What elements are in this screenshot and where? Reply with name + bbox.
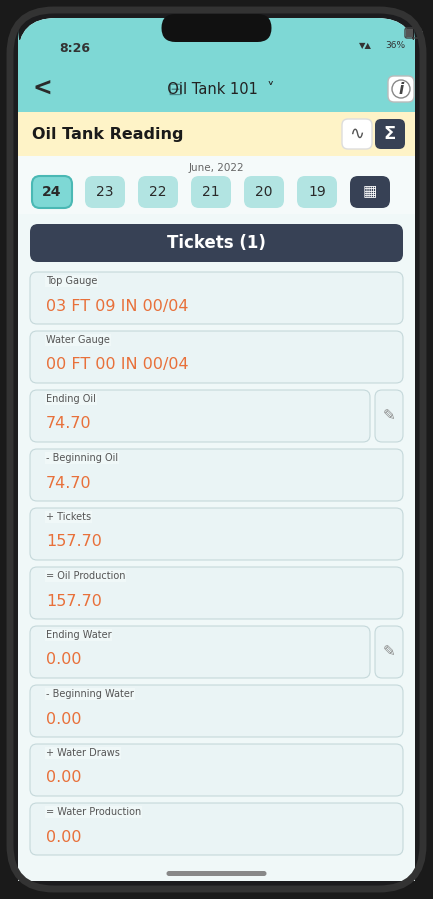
Text: ∿: ∿ [349, 125, 365, 143]
Text: 74.70: 74.70 [46, 476, 92, 491]
Text: 157.70: 157.70 [46, 535, 102, 549]
Text: June, 2022: June, 2022 [188, 163, 244, 173]
FancyBboxPatch shape [375, 119, 405, 149]
Text: i: i [398, 82, 404, 96]
FancyBboxPatch shape [30, 626, 370, 678]
Bar [18, 214, 415, 881]
FancyBboxPatch shape [30, 272, 403, 324]
Text: 0.00: 0.00 [46, 711, 81, 726]
Text: 19: 19 [308, 185, 326, 199]
Bar [421, 31, 423, 36]
FancyBboxPatch shape [10, 10, 423, 889]
Text: Water Gauge: Water Gauge [46, 335, 110, 345]
Text: 36%: 36% [385, 41, 405, 50]
FancyBboxPatch shape [162, 14, 271, 42]
FancyBboxPatch shape [18, 18, 415, 66]
Text: Top Gauge: Top Gauge [46, 276, 97, 286]
Bar [18, 66, 415, 112]
Bar [18, 156, 415, 214]
Text: Oil Tank Reading: Oil Tank Reading [32, 127, 184, 141]
FancyBboxPatch shape [30, 508, 403, 560]
Text: 157.70: 157.70 [46, 593, 102, 609]
Text: 24: 24 [42, 185, 62, 199]
Text: + Tickets: + Tickets [46, 512, 91, 522]
Text: ✎: ✎ [383, 645, 395, 660]
FancyBboxPatch shape [30, 331, 403, 383]
Text: 21: 21 [202, 185, 220, 199]
Text: 0.00: 0.00 [46, 830, 81, 844]
Text: = Water Production: = Water Production [46, 807, 141, 817]
FancyBboxPatch shape [30, 567, 403, 619]
Text: 74.70: 74.70 [46, 416, 92, 432]
FancyBboxPatch shape [32, 176, 72, 208]
Text: = Oil Production: = Oil Production [46, 571, 126, 581]
Bar [18, 40, 415, 66]
Text: <: < [32, 77, 52, 101]
FancyBboxPatch shape [297, 176, 337, 208]
FancyBboxPatch shape [375, 626, 403, 678]
Text: - Beginning Oil: - Beginning Oil [46, 453, 118, 463]
FancyBboxPatch shape [30, 449, 403, 501]
FancyBboxPatch shape [342, 119, 372, 149]
Text: Oil Tank 101  ˅: Oil Tank 101 ˅ [158, 82, 274, 96]
FancyBboxPatch shape [30, 224, 403, 262]
Text: ▼▲: ▼▲ [359, 41, 372, 50]
Text: ▦: ▦ [363, 184, 377, 200]
FancyBboxPatch shape [30, 390, 370, 442]
Text: Ending Oil: Ending Oil [46, 394, 96, 404]
FancyBboxPatch shape [388, 76, 414, 102]
Text: ✎: ✎ [383, 408, 395, 423]
Bar [406, 29, 413, 37]
Text: 23: 23 [96, 185, 114, 199]
FancyBboxPatch shape [30, 685, 403, 737]
FancyBboxPatch shape [350, 176, 390, 208]
Text: Σ: Σ [384, 125, 396, 143]
Text: 20: 20 [255, 185, 273, 199]
Text: + Water Draws: + Water Draws [46, 748, 120, 758]
Text: 00 FT 00 IN 00/04: 00 FT 00 IN 00/04 [46, 358, 189, 372]
FancyBboxPatch shape [167, 871, 266, 876]
Text: 03 FT 09 IN 00/04: 03 FT 09 IN 00/04 [46, 298, 188, 314]
FancyBboxPatch shape [244, 176, 284, 208]
Text: ⊟: ⊟ [168, 81, 183, 99]
Text: - Beginning Water: - Beginning Water [46, 689, 134, 699]
Text: Ending Water: Ending Water [46, 630, 112, 640]
Bar [18, 112, 415, 156]
FancyBboxPatch shape [18, 18, 415, 881]
FancyBboxPatch shape [375, 390, 403, 442]
Text: 8:26: 8:26 [59, 41, 90, 55]
Text: 0.00: 0.00 [46, 770, 81, 786]
FancyBboxPatch shape [85, 176, 125, 208]
Text: 22: 22 [149, 185, 167, 199]
Text: 0.00: 0.00 [46, 653, 81, 667]
Text: Tickets (1): Tickets (1) [167, 234, 265, 252]
FancyBboxPatch shape [191, 176, 231, 208]
FancyBboxPatch shape [30, 744, 403, 796]
FancyBboxPatch shape [138, 176, 178, 208]
FancyBboxPatch shape [30, 803, 403, 855]
